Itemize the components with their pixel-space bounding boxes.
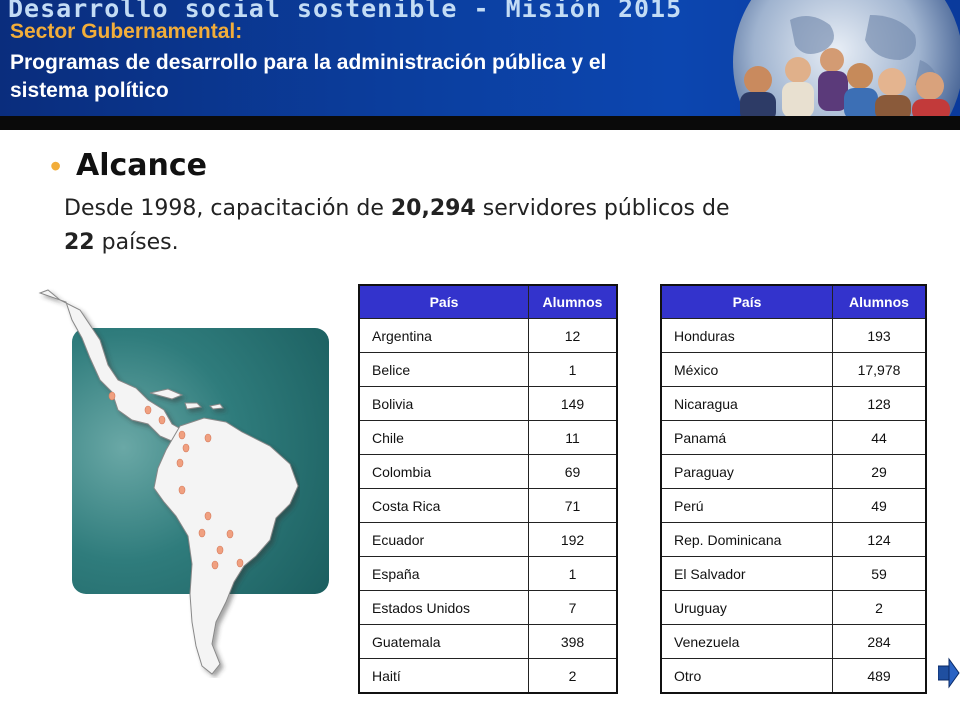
header-students: Alumnos xyxy=(528,284,618,319)
table-row: Uruguay 2 xyxy=(660,590,927,625)
students-cell: 71 xyxy=(528,488,618,523)
country-cell: Paraguay xyxy=(660,454,833,489)
slide-header: Desarrollo social sostenible - Misión 20… xyxy=(0,0,960,118)
country-cell: Nicaragua xyxy=(660,386,833,421)
table-row: Otro 489 xyxy=(660,658,927,694)
table-row: Chile 11 xyxy=(358,420,618,455)
students-table-right: País Alumnos Honduras 193 México 17,978 Ni… xyxy=(660,284,927,694)
desc-text-mid: servidores públicos de xyxy=(475,196,730,221)
country-cell: Perú xyxy=(660,488,833,523)
country-cell: Uruguay xyxy=(660,590,833,625)
banner-title: Desarrollo social sostenible - Misión 20… xyxy=(8,0,683,23)
students-cell: 2 xyxy=(528,658,618,694)
students-cell: 11 xyxy=(528,420,618,455)
country-cell: Panamá xyxy=(660,420,833,455)
table-row: Belice 1 xyxy=(358,352,618,387)
table-row: España 1 xyxy=(358,556,618,591)
table-row: México 17,978 xyxy=(660,352,927,387)
country-cell: Ecuador xyxy=(358,522,529,557)
table-row: Venezuela 284 xyxy=(660,624,927,659)
students-cell: 192 xyxy=(528,522,618,557)
country-cell: Honduras xyxy=(660,318,833,353)
table-row: Ecuador 192 xyxy=(358,522,618,557)
students-cell: 2 xyxy=(832,590,927,625)
table-row: Guatemala 398 xyxy=(358,624,618,659)
desc-count-countries: 22 xyxy=(64,230,95,255)
students-cell: 12 xyxy=(528,318,618,353)
students-cell: 59 xyxy=(832,556,927,591)
students-cell: 489 xyxy=(832,658,927,694)
students-cell: 7 xyxy=(528,590,618,625)
table-row: Nicaragua 128 xyxy=(660,386,927,421)
table-row: Colombia 69 xyxy=(358,454,618,489)
slide-subtitle: Programas de desarrollo para la administ… xyxy=(10,51,607,102)
country-cell: Belice xyxy=(358,352,529,387)
country-cell: España xyxy=(358,556,529,591)
country-cell: Rep. Dominicana xyxy=(660,522,833,557)
table-row: Perú 49 xyxy=(660,488,927,523)
table-row: Bolivia 149 xyxy=(358,386,618,421)
header-country: País xyxy=(358,284,529,319)
country-cell: Guatemala xyxy=(358,624,529,659)
students-cell: 1 xyxy=(528,352,618,387)
students-table-left: País Alumnos Argentina 12 Belice 1 Bolivia… xyxy=(358,284,618,694)
country-markers xyxy=(108,391,244,570)
students-cell: 124 xyxy=(832,522,927,557)
students-cell: 29 xyxy=(832,454,927,489)
country-cell: El Salvador xyxy=(660,556,833,591)
section-heading: Alcance xyxy=(76,148,208,183)
header-country: País xyxy=(660,284,833,319)
table-header-row: País Alumnos xyxy=(660,284,927,319)
section-description: Desde 1998, capacitación de 20,294 servi… xyxy=(64,192,884,260)
students-cell: 17,978 xyxy=(832,352,927,387)
bullet-dot: • xyxy=(50,148,62,184)
table-row: El Salvador 59 xyxy=(660,556,927,591)
students-cell: 149 xyxy=(528,386,618,421)
students-cell: 1 xyxy=(528,556,618,591)
students-cell: 193 xyxy=(832,318,927,353)
country-cell: Chile xyxy=(358,420,529,455)
country-cell: Bolivia xyxy=(358,386,529,421)
students-cell: 49 xyxy=(832,488,927,523)
students-cell: 69 xyxy=(528,454,618,489)
table-row: Haití 2 xyxy=(358,658,618,694)
table-row: Paraguay 29 xyxy=(660,454,927,489)
table-header-row: País Alumnos xyxy=(358,284,618,319)
country-cell: Colombia xyxy=(358,454,529,489)
table-row: Honduras 193 xyxy=(660,318,927,353)
table-row: Costa Rica 71 xyxy=(358,488,618,523)
students-cell: 398 xyxy=(528,624,618,659)
sector-title: Sector Gubernamental: xyxy=(10,20,243,43)
desc-text-pre: Desde 1998, capacitación de xyxy=(64,196,391,221)
header-divider xyxy=(0,116,960,130)
desc-count-servants: 20,294 xyxy=(390,196,476,221)
globe-people-image xyxy=(733,0,960,118)
table-row: Panamá 44 xyxy=(660,420,927,455)
country-cell: México xyxy=(660,352,833,387)
country-cell: Costa Rica xyxy=(358,488,529,523)
next-slide-arrow-icon[interactable] xyxy=(938,656,960,690)
country-cell: Haití xyxy=(358,658,529,694)
table-row: Argentina 12 xyxy=(358,318,618,353)
country-cell: Argentina xyxy=(358,318,529,353)
students-cell: 44 xyxy=(832,420,927,455)
country-cell: Otro xyxy=(660,658,833,694)
table-row: Estados Unidos 7 xyxy=(358,590,618,625)
students-cell: 128 xyxy=(832,386,927,421)
table-row: Rep. Dominicana 124 xyxy=(660,522,927,557)
header-students: Alumnos xyxy=(832,284,927,319)
students-cell: 284 xyxy=(832,624,927,659)
country-cell: Venezuela xyxy=(660,624,833,659)
country-cell: Estados Unidos xyxy=(358,590,529,625)
desc-text-post: países. xyxy=(94,230,179,255)
latin-america-map xyxy=(38,289,299,675)
